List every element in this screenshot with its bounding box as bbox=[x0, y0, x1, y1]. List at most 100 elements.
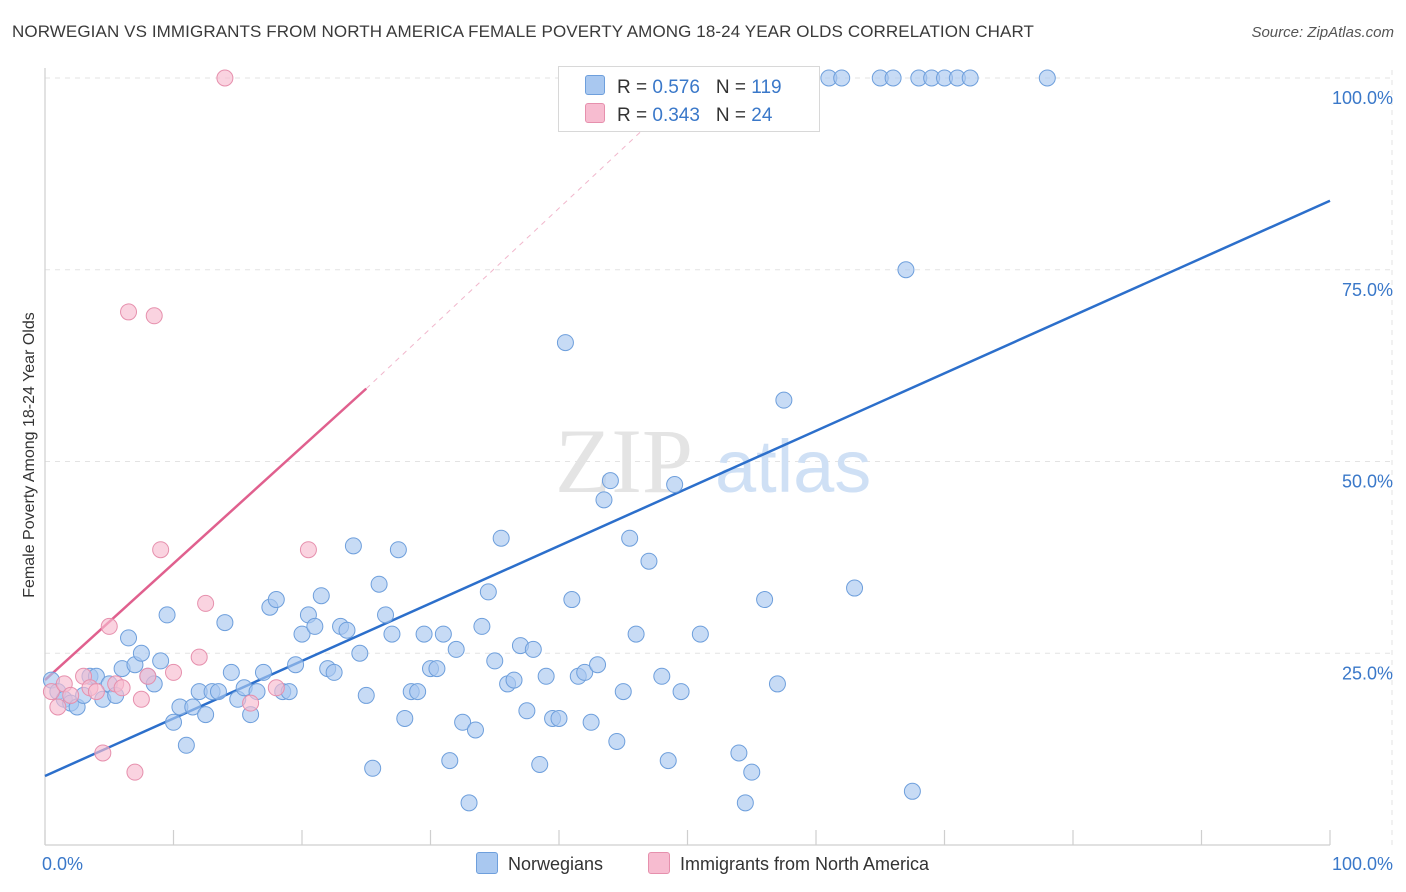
x-tick-label-max: 100.0% bbox=[1332, 854, 1393, 874]
bottom-legend-swatch-blue bbox=[476, 852, 498, 874]
point-norwegians-106 bbox=[833, 69, 851, 87]
point-immigrants-11 bbox=[120, 303, 138, 321]
point-norwegians-17 bbox=[152, 652, 170, 670]
trend-line-immigrants bbox=[44, 387, 368, 682]
point-immigrants-0 bbox=[42, 683, 60, 701]
point-norwegians-18 bbox=[158, 606, 176, 624]
point-norwegians-97 bbox=[691, 625, 709, 643]
point-norwegians-33 bbox=[254, 663, 272, 681]
legend-n-label-2: N = bbox=[715, 105, 752, 126]
point-norwegians-79 bbox=[550, 709, 568, 727]
point-norwegians-44 bbox=[325, 663, 343, 681]
data-points bbox=[42, 69, 1056, 812]
point-immigrants-17 bbox=[165, 663, 182, 681]
point-norwegians-72 bbox=[505, 671, 523, 689]
point-immigrants-3 bbox=[62, 686, 80, 704]
point-norwegians-74 bbox=[518, 702, 536, 720]
trend-extension-immigrants bbox=[365, 123, 650, 390]
bottom-legend-immigrants: Immigrants from North America bbox=[648, 852, 929, 875]
point-norwegians-14 bbox=[132, 644, 150, 662]
point-norwegians-84 bbox=[582, 713, 600, 731]
point-immigrants-10 bbox=[113, 679, 131, 697]
point-norwegians-53 bbox=[383, 625, 401, 643]
watermark-zip: ZIP bbox=[555, 410, 693, 512]
point-immigrants-22 bbox=[267, 679, 285, 697]
point-immigrants-23 bbox=[299, 541, 317, 559]
point-norwegians-62 bbox=[441, 752, 459, 770]
point-norwegians-41 bbox=[306, 617, 324, 635]
legend-r-label-1: R = bbox=[617, 77, 653, 98]
x-tick-label-min: 0.0% bbox=[42, 854, 83, 874]
point-norwegians-55 bbox=[396, 709, 414, 727]
point-norwegians-94 bbox=[659, 752, 677, 770]
point-immigrants-20 bbox=[216, 69, 234, 87]
point-norwegians-27 bbox=[216, 614, 234, 632]
point-norwegians-98 bbox=[730, 744, 748, 762]
y-tick-label-75: 75.0% bbox=[1342, 280, 1393, 300]
point-norwegians-85 bbox=[589, 656, 607, 674]
legend-n-value-2: 24 bbox=[751, 105, 773, 126]
point-norwegians-110 bbox=[897, 261, 915, 279]
point-norwegians-107 bbox=[846, 579, 864, 597]
point-norwegians-64 bbox=[454, 713, 472, 731]
point-norwegians-22 bbox=[184, 698, 202, 716]
point-norwegians-83 bbox=[576, 663, 594, 681]
legend-swatch-blue bbox=[585, 75, 605, 95]
point-immigrants-18 bbox=[190, 648, 208, 666]
point-norwegians-38 bbox=[287, 656, 305, 674]
point-norwegians-76 bbox=[531, 755, 549, 773]
point-norwegians-117 bbox=[1038, 69, 1056, 87]
y-axis-label: Female Poverty Among 18-24 Year Olds bbox=[21, 312, 38, 598]
point-norwegians-35 bbox=[267, 591, 285, 609]
legend-r-value-1: 0.576 bbox=[652, 77, 700, 98]
point-norwegians-111 bbox=[903, 782, 921, 800]
point-norwegians-46 bbox=[338, 621, 356, 639]
point-norwegians-58 bbox=[415, 625, 433, 643]
point-norwegians-28 bbox=[222, 663, 240, 681]
point-norwegians-19 bbox=[165, 713, 182, 731]
point-norwegians-116 bbox=[961, 69, 979, 87]
watermark-atlas: atlas bbox=[715, 425, 871, 508]
point-norwegians-66 bbox=[466, 721, 484, 739]
point-immigrants-1 bbox=[49, 698, 67, 716]
point-norwegians-61 bbox=[434, 625, 452, 643]
correlation-legend: R = 0.576 N = 119 R = 0.343 N = 24 bbox=[558, 66, 820, 132]
point-norwegians-75 bbox=[524, 640, 542, 658]
point-norwegians-54 bbox=[389, 541, 407, 559]
point-norwegians-96 bbox=[672, 683, 690, 701]
y-tick-label-25: 25.0% bbox=[1342, 663, 1393, 683]
point-norwegians-68 bbox=[479, 583, 497, 601]
point-immigrants-14 bbox=[139, 667, 157, 685]
point-norwegians-65 bbox=[460, 794, 478, 812]
point-norwegians-101 bbox=[756, 591, 774, 609]
point-norwegians-60 bbox=[428, 660, 446, 678]
bottom-legend-label-norwegians: Norwegians bbox=[508, 854, 604, 874]
point-norwegians-47 bbox=[344, 537, 362, 555]
chart-title: NORWEGIAN VS IMMIGRANTS FROM NORTH AMERI… bbox=[12, 22, 1035, 41]
point-norwegians-77 bbox=[537, 667, 555, 685]
source-label: Source: ZipAtlas.com bbox=[1251, 24, 1394, 41]
bottom-legend-norwegians: Norwegians bbox=[476, 852, 603, 875]
point-norwegians-70 bbox=[492, 529, 510, 547]
legend-n-label-1: N = bbox=[715, 77, 752, 98]
point-immigrants-15 bbox=[145, 307, 163, 325]
point-immigrants-16 bbox=[152, 541, 170, 559]
legend-r-label-2: R = bbox=[617, 105, 653, 126]
point-norwegians-81 bbox=[563, 591, 581, 609]
point-norwegians-57 bbox=[409, 683, 427, 701]
legend-r-value-2: 0.343 bbox=[652, 105, 700, 126]
bottom-legend-swatch-pink bbox=[648, 852, 670, 874]
point-norwegians-89 bbox=[614, 683, 632, 701]
y-tick-label-50: 50.0% bbox=[1342, 472, 1393, 492]
point-norwegians-39 bbox=[293, 625, 311, 643]
point-norwegians-88 bbox=[608, 732, 626, 750]
point-norwegians-21 bbox=[177, 736, 195, 754]
point-norwegians-63 bbox=[447, 640, 465, 658]
grid bbox=[45, 70, 1393, 845]
point-norwegians-80 bbox=[556, 334, 574, 352]
point-norwegians-91 bbox=[627, 625, 645, 643]
point-norwegians-24 bbox=[197, 706, 215, 724]
point-norwegians-86 bbox=[595, 491, 613, 509]
point-norwegians-103 bbox=[775, 391, 793, 409]
y-tick-label-100: 100.0% bbox=[1332, 88, 1393, 108]
